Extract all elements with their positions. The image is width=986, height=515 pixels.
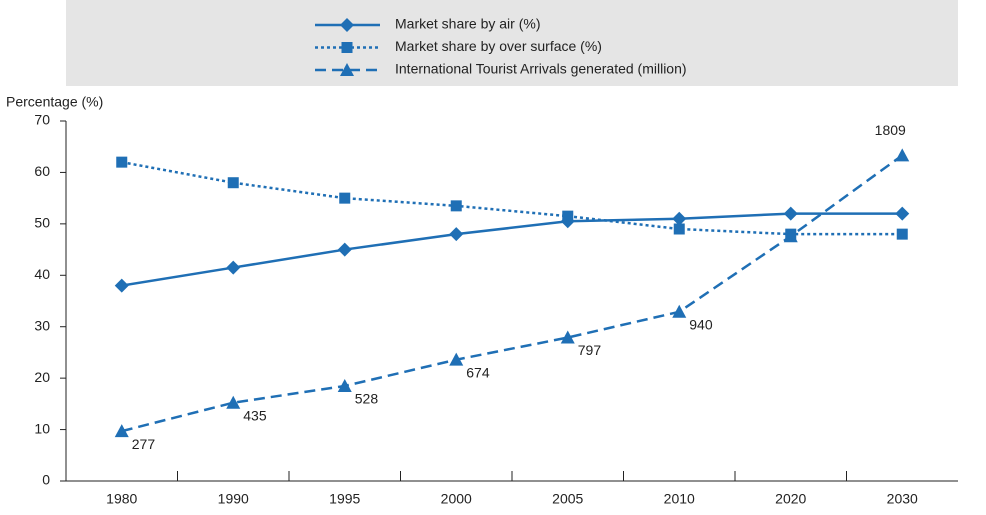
marker [226,395,241,409]
data-label: 1809 [875,122,906,138]
x-tick-label: 2030 [887,491,918,507]
x-tick-label: 2000 [441,491,472,507]
marker [449,352,464,366]
marker [114,278,129,293]
data-label: 528 [355,391,379,407]
marker [672,211,687,226]
x-tick-label: 2005 [552,491,583,507]
y-tick-label: 70 [34,112,50,128]
x-tick-label: 2020 [775,491,806,507]
x-tick-label: 1980 [106,491,137,507]
data-label: 797 [578,342,602,358]
marker [562,210,574,222]
legend-marker [341,42,353,53]
y-tick-label: 40 [34,266,50,282]
legend-box [66,0,958,86]
marker [783,229,798,243]
marker [896,228,908,240]
series-line [121,160,903,236]
marker [337,242,352,257]
y-tick-label: 0 [42,472,50,488]
series-line [121,212,903,287]
data-label: 435 [243,407,267,423]
marker [116,156,128,168]
x-tick-label: 1995 [329,491,360,507]
legend-marker [340,63,354,76]
marker [114,424,129,438]
y-tick-label: 10 [34,420,50,436]
y-tick-label: 30 [34,317,50,333]
marker [449,227,464,242]
marker [672,304,687,318]
x-tick-label: 2010 [664,491,695,507]
marker [227,177,239,189]
data-label: 940 [689,317,713,333]
marker [337,378,352,392]
y-tick-label: 50 [34,215,50,231]
marker [339,192,351,204]
legend-label: Market share by air (%) [395,16,540,32]
marker [226,260,241,275]
marker [673,223,685,235]
marker [450,200,462,212]
y-tick-label: 60 [34,163,50,179]
legend-label: Market share by over surface (%) [395,38,602,54]
data-label: 674 [466,364,490,380]
data-label: 277 [132,436,156,452]
marker [560,330,575,344]
y-tick-label: 20 [34,369,50,385]
y-axis-label: Percentage (%) [6,94,103,110]
marker [895,206,910,221]
legend-label: International Tourist Arrivals generated… [395,61,687,77]
marker [895,148,910,162]
marker [783,206,798,221]
series-line [121,154,903,433]
x-tick-label: 1990 [218,491,249,507]
legend-marker [340,18,354,32]
